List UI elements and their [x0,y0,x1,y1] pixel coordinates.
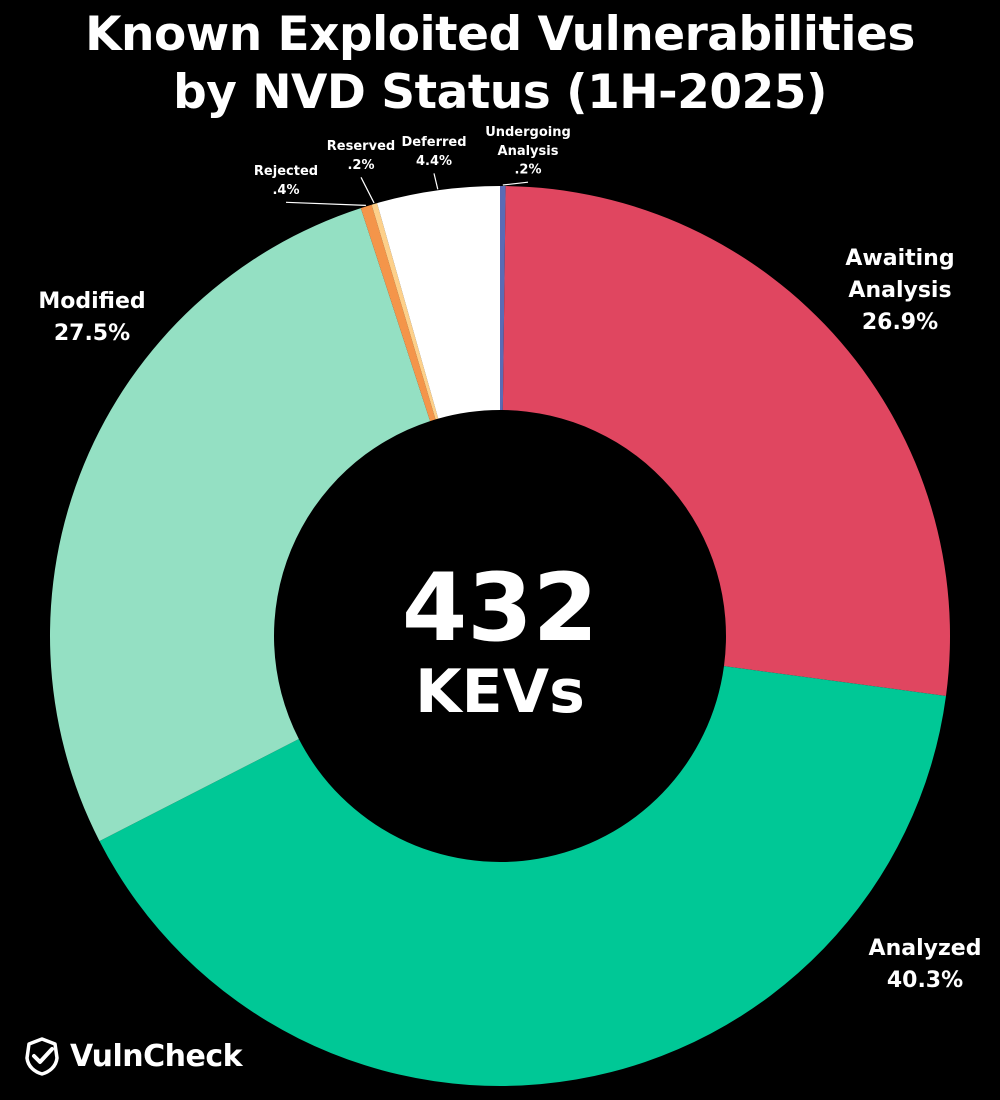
slice-deferred [377,186,500,419]
leader-line-undergoing-analysis [502,181,529,186]
slice-rejected [360,204,436,422]
label-rejected: Rejected .4% [254,164,318,198]
center-count: 432 [402,554,598,663]
leader-lines [285,173,529,206]
slice-modified [50,208,431,842]
leader-line-reserved [360,177,375,204]
donut-slices [50,186,950,1086]
label-undergoing-analysis: Undergoing Analysis .2% [485,125,571,178]
center-label: KEVs [415,657,585,727]
label-deferred: Deferred 4.4% [401,135,466,169]
slice-reserved [371,203,439,420]
slice-labels: Undergoing Analysis .2% Awaiting Analysis 26.… [38,125,981,993]
vulncheck-logo: VulnCheck [22,1036,243,1076]
label-analyzed: Analyzed 40.3% [869,936,982,993]
chart-title: Known Exploited Vulnerabilities by NVD S… [0,6,1000,122]
brand-name: VulnCheck [70,1038,243,1074]
chart-title-line-1: Known Exploited Vulnerabilities [85,7,915,62]
check-shield-icon [25,1037,59,1076]
leader-line-deferred [433,173,439,190]
label-modified: Modified 27.5% [38,289,145,346]
label-reserved: Reserved .2% [327,139,395,173]
leader-line-rejected [285,201,366,206]
chart-title-line-2: by NVD Status (1H-2025) [173,65,827,120]
slice-undergoing-analysis [500,186,506,411]
slice-awaiting-analysis [502,186,950,696]
slice-analyzed [99,666,946,1086]
label-awaiting-analysis: Awaiting Analysis 26.9% [845,246,954,335]
